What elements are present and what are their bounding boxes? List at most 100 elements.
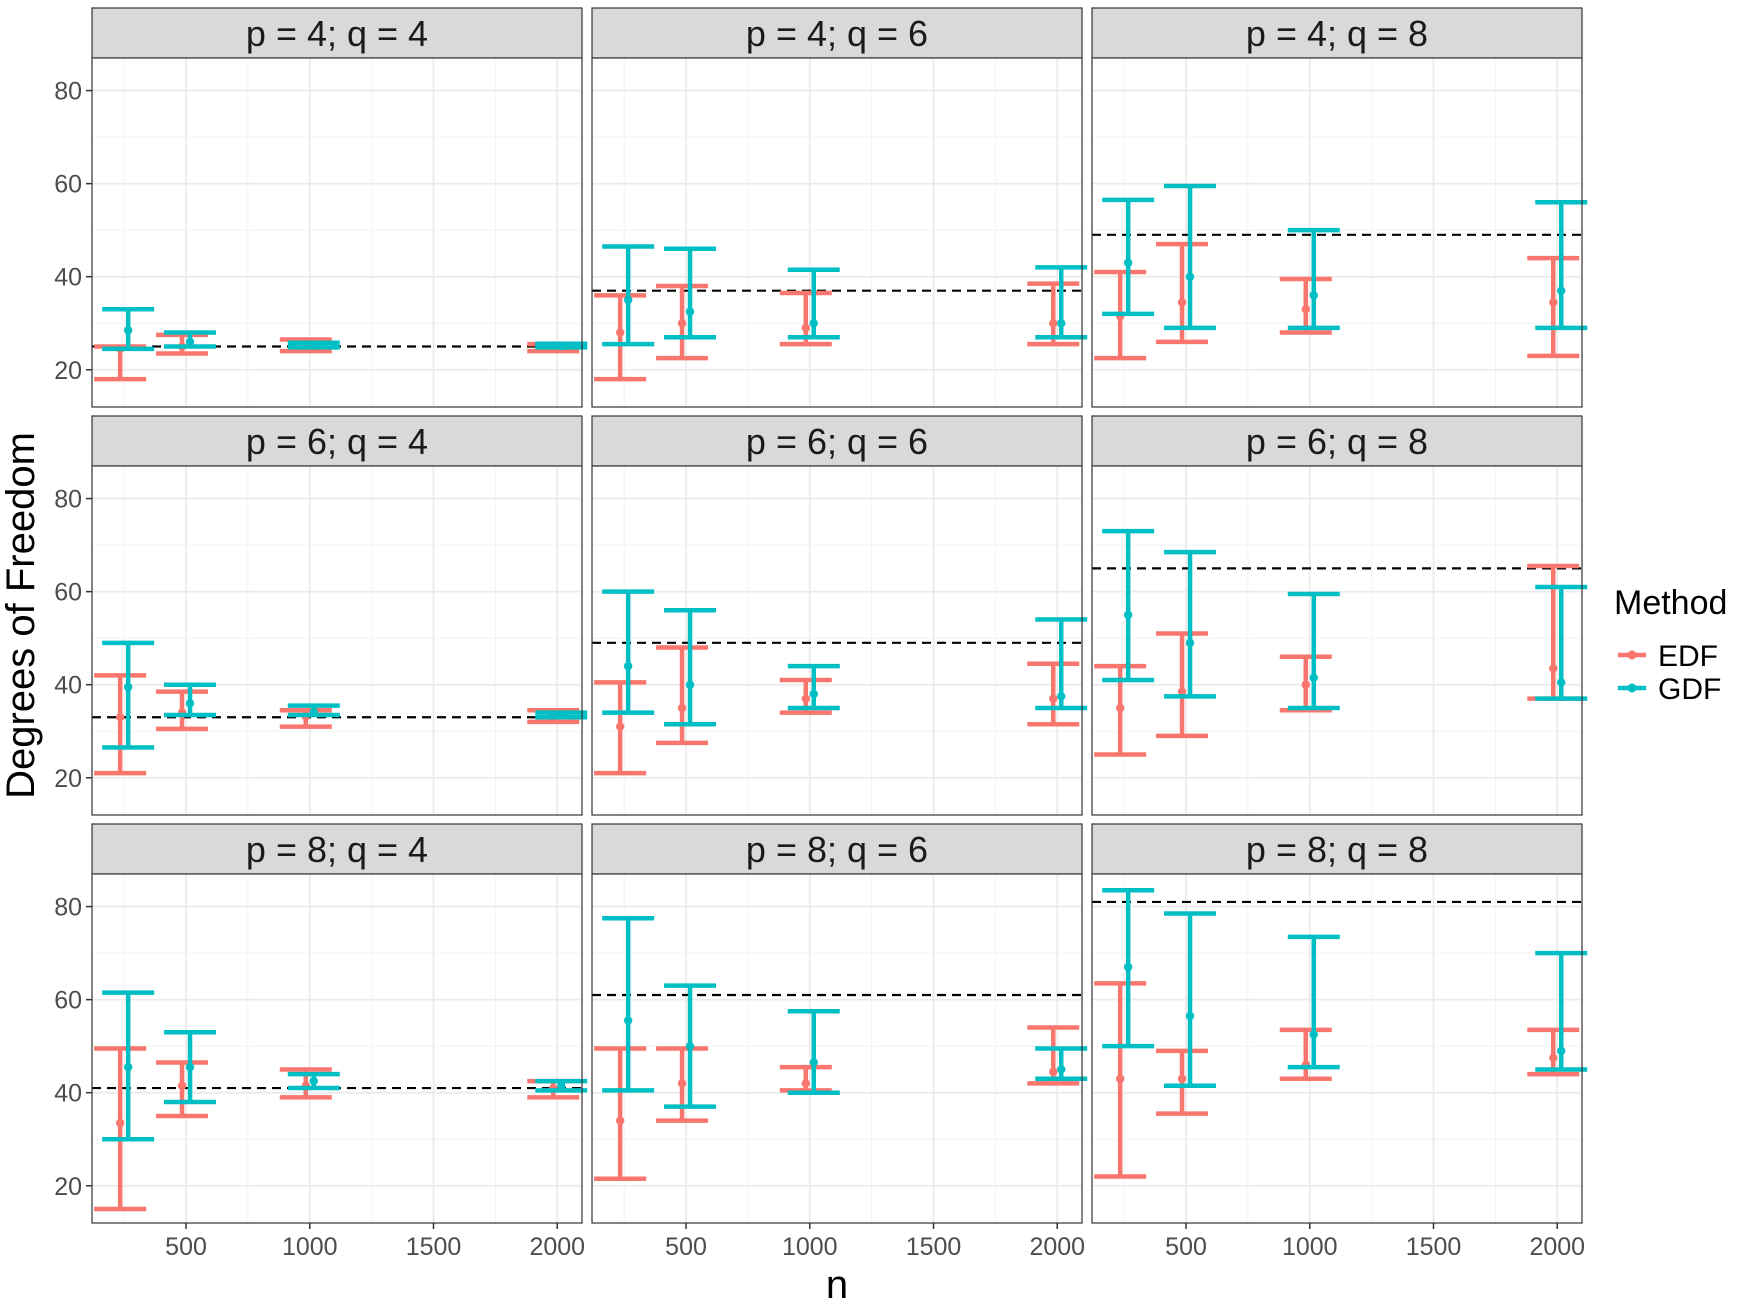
- point-gdf: [1123, 962, 1133, 972]
- x-tick-label: 500: [165, 1233, 207, 1261]
- y-tick-label: 20: [54, 357, 82, 385]
- panels: p = 4; q = 4 20 40 60 80 p = 4; q = 6 p = 4; q…: [54, 7, 1588, 1261]
- y-tick-label: 80: [54, 78, 82, 106]
- facet-panel: p = 6; q = 4 20 40 60 80: [54, 415, 588, 816]
- x-tick-label: 500: [665, 1233, 707, 1261]
- x-tick-label: 1500: [1406, 1233, 1462, 1261]
- point-gdf: [1185, 1011, 1195, 1021]
- point-edf: [1177, 298, 1187, 307]
- facet-strip-label: p = 6; q = 6: [746, 421, 928, 462]
- point-edf: [1301, 305, 1310, 314]
- y-tick-label: 60: [54, 579, 82, 607]
- point-gdf: [809, 1058, 818, 1067]
- point-edf: [677, 319, 687, 328]
- facet-strip-label: p = 4; q = 4: [246, 13, 428, 54]
- y-tick-label: 20: [54, 1173, 82, 1201]
- point-gdf: [685, 680, 695, 689]
- panel-background: [1092, 58, 1582, 407]
- point-edf: [1549, 664, 1558, 673]
- facet-panel: p = 8; q = 6 500 1000 1500 2000: [591, 823, 1088, 1261]
- y-tick-label: 60: [54, 987, 82, 1015]
- point-gdf: [557, 1081, 566, 1090]
- facet-panel: p = 6; q = 8: [1091, 415, 1588, 816]
- panel-border: [1091, 57, 1583, 408]
- point-gdf: [1057, 1065, 1066, 1074]
- point-gdf: [809, 319, 818, 328]
- point-gdf: [1557, 286, 1566, 295]
- facet-strip: [591, 415, 1083, 467]
- facet-strip-label: p = 6; q = 8: [1246, 421, 1428, 462]
- point-edf: [677, 703, 687, 713]
- facet-panel: p = 4; q = 8: [1091, 7, 1588, 408]
- point-gdf: [623, 1016, 633, 1025]
- point-edf: [1301, 680, 1310, 689]
- point-gdf: [623, 295, 633, 305]
- point-gdf: [185, 337, 195, 347]
- point-gdf: [623, 661, 633, 671]
- panel-border: [591, 465, 1083, 816]
- facet-panel: p = 8; q = 8 500 1000 1500 2000: [1091, 823, 1588, 1261]
- point-edf: [677, 1079, 687, 1088]
- legend-label-edf: EDF: [1658, 640, 1718, 673]
- x-tick-label: 2000: [529, 1233, 585, 1261]
- x-tick-label: 1000: [782, 1233, 838, 1261]
- panel-border: [1091, 873, 1583, 1224]
- panel-border: [591, 873, 1083, 1224]
- point-gdf: [1057, 319, 1066, 328]
- point-edf: [1177, 687, 1187, 696]
- legend: Method EDF GDF: [1614, 584, 1727, 706]
- panel-background: [92, 874, 582, 1223]
- facet-strip-label: p = 4; q = 6: [746, 13, 928, 54]
- legend-label-gdf: GDF: [1658, 673, 1721, 706]
- point-gdf: [309, 341, 318, 350]
- point-edf: [1549, 1053, 1558, 1063]
- point-gdf: [1123, 258, 1133, 267]
- panel-background: [1092, 874, 1582, 1223]
- point-gdf: [685, 307, 695, 316]
- point-edf: [1549, 298, 1558, 307]
- point-gdf: [123, 1062, 133, 1072]
- point-edf: [615, 328, 625, 337]
- y-tick-label: 80: [54, 894, 82, 922]
- facet-panel: p = 4; q = 6: [591, 7, 1088, 408]
- point-edf: [1049, 319, 1058, 328]
- point-edf: [1115, 1074, 1125, 1083]
- legend-title: Method: [1614, 584, 1727, 622]
- point-edf: [1049, 694, 1058, 703]
- facet-strip-label: p = 8; q = 4: [246, 829, 428, 870]
- point-edf: [615, 1116, 625, 1125]
- panel-background: [592, 466, 1082, 815]
- y-tick-label: 40: [54, 1080, 82, 1108]
- facet-strip: [91, 7, 583, 59]
- x-tick-label: 1000: [282, 1233, 338, 1261]
- point-gdf: [123, 682, 133, 692]
- y-tick-label: 80: [54, 486, 82, 514]
- point-edf: [1115, 703, 1125, 713]
- point-gdf: [1557, 678, 1566, 687]
- y-tick-label: 40: [54, 672, 82, 700]
- point-gdf: [1057, 692, 1066, 701]
- legend-entry-gdf: GDF: [1618, 673, 1721, 706]
- facet-panel: p = 4; q = 4 20 40 60 80: [54, 7, 588, 408]
- point-gdf: [1123, 610, 1133, 620]
- panel-border: [1091, 465, 1583, 816]
- x-tick-label: 1000: [1282, 1233, 1338, 1261]
- legend-key-gdf-dot: [1627, 683, 1637, 693]
- x-tick-label: 2000: [1529, 1233, 1585, 1261]
- y-axis-title: Degrees of Freedom: [0, 432, 43, 799]
- facet-strip: [1091, 415, 1583, 467]
- point-gdf: [1309, 291, 1318, 300]
- point-gdf: [1309, 1030, 1318, 1039]
- point-gdf: [1185, 638, 1195, 648]
- panel-border: [91, 873, 583, 1224]
- point-gdf: [557, 341, 566, 351]
- y-tick-label: 40: [54, 264, 82, 292]
- facet-strip: [91, 415, 583, 467]
- point-gdf: [185, 699, 195, 708]
- facet-strip: [591, 7, 1083, 59]
- point-gdf: [309, 1076, 318, 1086]
- x-tick-label: 1500: [906, 1233, 962, 1261]
- point-edf: [801, 323, 810, 333]
- facet-panel: p = 8; q = 4 20 40 60 80 500 1000 1500 2000: [54, 823, 588, 1261]
- facet-panel: p = 6; q = 6: [591, 415, 1088, 816]
